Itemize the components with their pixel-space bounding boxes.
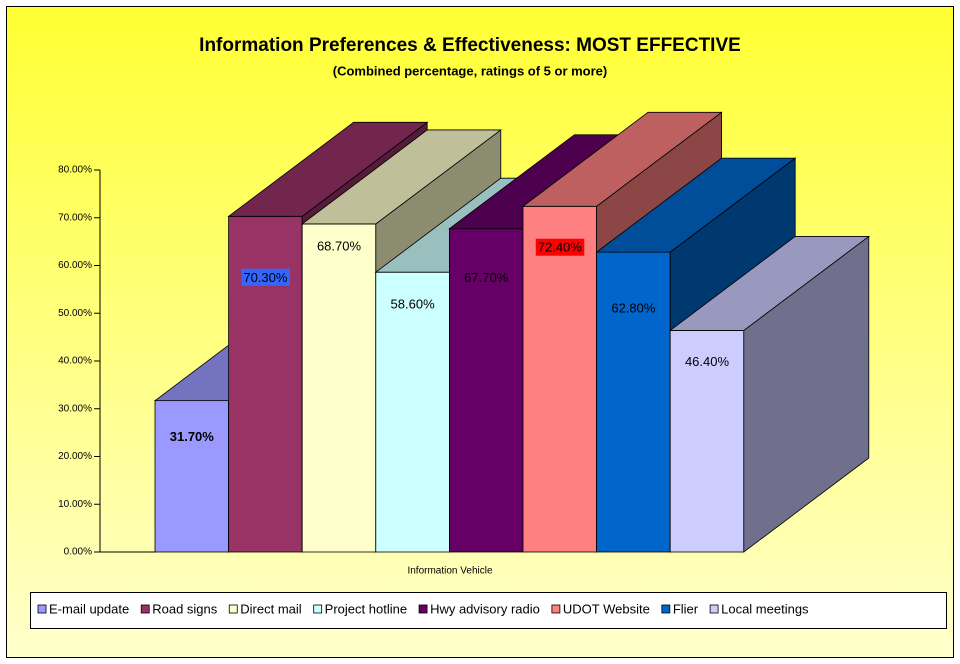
legend-label: Local meetings	[721, 601, 809, 616]
x-axis-label: Information Vehicle	[407, 566, 492, 577]
chart-subtitle: (Combined percentage, ratings of 5 or mo…	[333, 63, 608, 78]
y-tick-label: 60.00%	[58, 260, 92, 271]
legend-label: Flier	[673, 601, 699, 616]
legend-swatch	[709, 604, 719, 614]
legend-label: Direct mail	[240, 601, 302, 616]
bar-top	[301, 129, 502, 225]
y-tick-label: 80.00%	[58, 165, 92, 176]
value-label: 67.70%	[464, 270, 509, 285]
value-label: 58.60%	[391, 297, 436, 312]
legend-label: UDOT Website	[563, 601, 650, 616]
legend-swatch	[661, 604, 671, 614]
y-tick-label: 50.00%	[58, 308, 92, 319]
value-label: 72.40%	[538, 240, 583, 255]
legend-label: Project hotline	[325, 601, 407, 616]
y-tick-label: 30.00%	[58, 403, 92, 414]
legend-swatch	[140, 604, 150, 614]
bar-top	[595, 157, 797, 253]
bar-top	[227, 121, 429, 217]
y-tick-label: 0.00%	[64, 547, 92, 558]
chart-title: Information Preferences & Effectiveness:…	[199, 35, 741, 56]
value-label: 46.40%	[685, 354, 730, 369]
bar-top	[669, 236, 870, 331]
bar-front	[669, 330, 745, 553]
y-tick-label: 70.00%	[58, 212, 92, 223]
bar-front	[154, 400, 229, 553]
bar-front	[375, 271, 450, 553]
legend-swatch	[37, 604, 47, 614]
y-tick-label: 10.00%	[58, 499, 92, 510]
value-label: 31.70%	[170, 429, 215, 444]
bar-front	[596, 251, 671, 553]
legend-swatch	[228, 604, 238, 614]
legend-swatch	[313, 604, 323, 614]
y-tick-label: 40.00%	[58, 356, 92, 367]
legend-label: E-mail update	[49, 601, 129, 616]
bar-front	[301, 223, 377, 553]
value-label-bg	[241, 268, 290, 286]
bar-front	[522, 205, 597, 553]
value-label: 62.80%	[611, 301, 656, 316]
legend-label: Road signs	[152, 601, 218, 616]
value-label: 70.30%	[243, 270, 288, 285]
legend-swatch	[551, 604, 561, 614]
legend-swatch	[418, 604, 428, 614]
legend-box	[30, 592, 947, 629]
bar-top	[521, 111, 723, 207]
value-label: 68.70%	[317, 238, 362, 253]
y-tick-label: 20.00%	[58, 451, 92, 462]
value-label-bg	[535, 238, 585, 256]
bar-front	[448, 228, 524, 553]
legend-label: Hwy advisory radio	[430, 601, 540, 616]
bar-front	[228, 215, 303, 553]
